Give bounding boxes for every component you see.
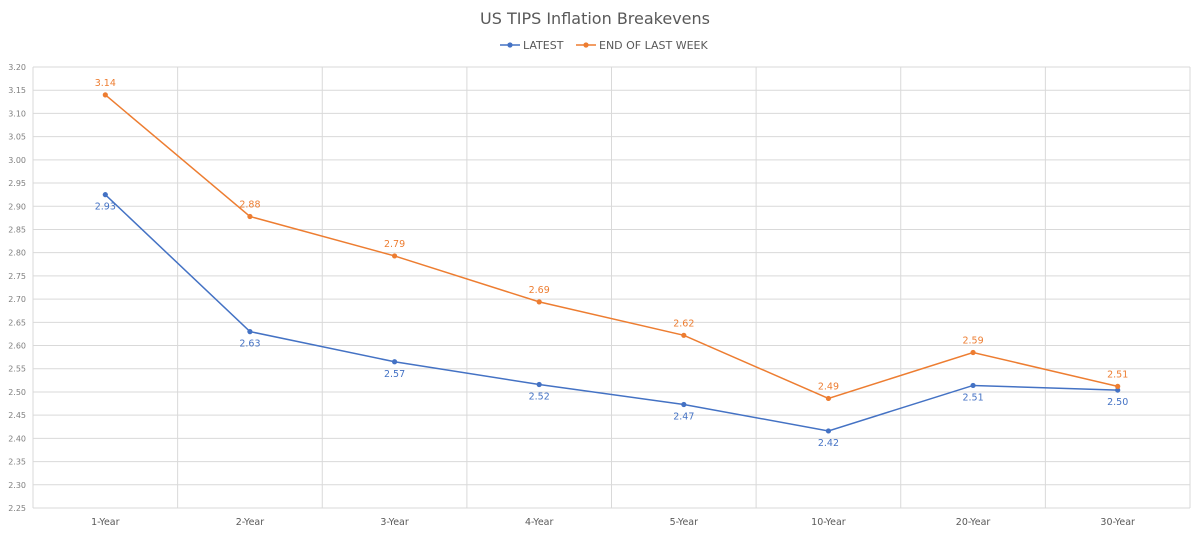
data-label-latest: 2.50 <box>1107 397 1128 408</box>
data-point-latest <box>681 401 687 408</box>
y-tick-label: 3.20 <box>8 63 26 72</box>
data-label-latest: 2.42 <box>818 438 839 449</box>
legend: LATEST END OF LAST WEEK <box>500 39 709 52</box>
y-tick-label: 3.00 <box>8 156 26 165</box>
chart-title: US TIPS Inflation Breakevens <box>480 9 710 28</box>
y-tick-label: 2.50 <box>8 388 26 397</box>
data-label-latest: 2.57 <box>384 369 405 380</box>
data-label-latest: 2.51 <box>962 392 983 403</box>
data-point-latest <box>825 428 832 434</box>
data-point-latest <box>102 192 108 198</box>
data-label-end-of-last-week: 2.51 <box>1107 369 1128 380</box>
x-tick-label: 20-Year <box>956 517 991 528</box>
data-label-end-of-last-week: 2.49 <box>818 381 839 392</box>
y-tick-label: 2.25 <box>8 504 26 513</box>
x-tick-label: 3-Year <box>380 517 409 528</box>
y-tick-label: 2.75 <box>8 272 26 281</box>
data-point-latest <box>247 329 253 335</box>
x-tick-label: 1-Year <box>91 517 120 528</box>
data-label-end-of-last-week: 2.88 <box>239 199 260 210</box>
y-tick-label: 2.70 <box>8 295 26 304</box>
y-tick-label: 2.65 <box>8 318 26 327</box>
data-point-latest <box>970 382 976 389</box>
data-label-end-of-last-week: 2.79 <box>384 239 405 250</box>
data-point-end-of-last-week <box>825 395 832 402</box>
data-point-end-of-last-week <box>102 92 108 98</box>
data-label-latest: 2.63 <box>239 339 260 350</box>
y-tick-label: 2.35 <box>8 458 26 467</box>
y-tick-label: 2.95 <box>8 179 26 188</box>
data-label-latest: 2.47 <box>673 411 694 422</box>
x-tick-label: 5-Year <box>670 517 699 528</box>
y-tick-label: 2.45 <box>8 411 26 420</box>
data-point-latest <box>536 381 542 388</box>
y-tick-label: 2.80 <box>8 249 26 258</box>
series-line-latest <box>104 194 1118 432</box>
data-label-end-of-last-week: 2.62 <box>673 318 694 329</box>
data-label-end-of-last-week: 2.59 <box>962 335 983 346</box>
x-tick-label: 10-Year <box>811 517 846 528</box>
x-tick-label: 30-Year <box>1100 517 1135 528</box>
y-tick-label: 2.90 <box>8 202 26 211</box>
data-label-end-of-last-week: 3.14 <box>95 78 116 89</box>
y-tick-label: 3.15 <box>8 86 26 95</box>
y-tick-label: 2.30 <box>8 481 26 490</box>
data-point-end-of-last-week <box>391 253 398 259</box>
y-tick-label: 2.55 <box>8 365 26 374</box>
data-point-end-of-last-week <box>1115 383 1121 389</box>
x-tick-label: 2-Year <box>236 517 265 528</box>
series-line-end-of-last-week <box>104 94 1118 400</box>
data-label-latest: 2.93 <box>95 202 116 213</box>
data-point-latest <box>391 359 398 365</box>
y-tick-label: 3.10 <box>8 109 26 118</box>
data-label-latest: 2.52 <box>529 392 550 403</box>
legend-marker-end-of-last-week <box>583 42 589 48</box>
data-point-latest <box>1115 387 1121 393</box>
data-point-end-of-last-week <box>247 213 253 220</box>
data-point-end-of-last-week <box>970 349 976 356</box>
x-tick-label: 4-Year <box>525 517 554 528</box>
legend-item-end-of-last-week: END OF LAST WEEK <box>576 39 709 52</box>
legend-marker-latest <box>507 42 513 48</box>
data-label-end-of-last-week: 2.69 <box>529 285 550 296</box>
y-tick-label: 3.05 <box>8 133 26 142</box>
data-point-end-of-last-week <box>681 332 687 338</box>
y-tick-label: 2.60 <box>8 342 26 351</box>
legend-label-end-of-last-week: END OF LAST WEEK <box>599 39 709 52</box>
legend-item-latest: LATEST <box>500 39 564 52</box>
legend-label-latest: LATEST <box>523 39 564 52</box>
plot-area: 2.25 2.30 2.35 2.40 2.45 2.50 2.55 2.60 2.65 2.70… <box>8 63 1191 528</box>
data-point-end-of-last-week <box>536 299 542 305</box>
y-tick-label: 2.85 <box>8 225 26 234</box>
y-tick-label: 2.40 <box>8 434 26 443</box>
